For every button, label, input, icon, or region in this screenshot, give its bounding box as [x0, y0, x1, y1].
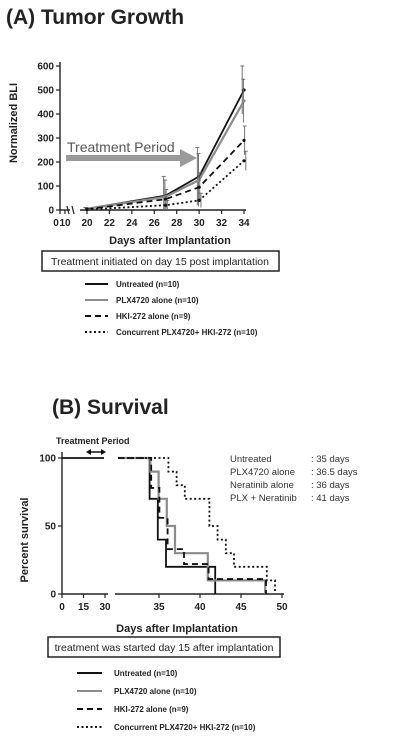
panel-b-xtick-label: 15: [78, 602, 90, 613]
series-line: [86, 100, 245, 210]
panel-a-axis-break: [66, 205, 70, 215]
panel-b-legend: Untreated (n=10) PLX4720 alone (n=10) HKI-…: [77, 669, 256, 732]
legend-label: HKI-272 alone (n=9): [116, 312, 191, 321]
data-point: [242, 159, 246, 163]
panel-a-ytick-label: 200: [37, 158, 54, 169]
panel-b-ytick-label: 100: [39, 454, 56, 465]
data-point: [242, 88, 246, 92]
panel-a-title: (A) Tumor Growth: [6, 6, 184, 29]
panel-a-xlabel: Days after Implantation: [109, 235, 231, 247]
legend-label: PLX4720 alone (n=10): [114, 687, 197, 696]
median-value: : 41 days: [311, 493, 350, 504]
panel-b-ytick-label: 50: [45, 522, 57, 533]
median-value: : 36.5 days: [311, 467, 358, 478]
panel-a-note: Treatment initiated on day 15 post impla…: [51, 256, 269, 268]
data-point: [85, 207, 89, 212]
panel-b-xtick-label: 45: [235, 602, 247, 613]
survival-curve: [118, 456, 267, 594]
median-label: PLX4720 alone: [230, 467, 295, 478]
series-line: [86, 160, 245, 211]
panel-a-xtick-label: 26: [149, 218, 161, 229]
legend-label: Concurrent PLX4720+ HKI-272 (n=10): [114, 723, 256, 732]
panel-a-xtick-label: 34: [238, 218, 250, 229]
survival-curve: [118, 457, 276, 594]
median-label: Untreated: [230, 454, 272, 465]
panel-a-legend: Untreated (n=10) PLX4720 alone (n=10) HKI-…: [85, 280, 258, 337]
median-value: : 35 days: [311, 454, 350, 465]
panel-b-title: (B) Survival: [52, 396, 169, 419]
data-point: [197, 178, 201, 182]
panel-a-axis-break: [71, 205, 75, 215]
panel-a-xtick-label: 0: [53, 218, 59, 229]
median-survival-table: Untreated : 35 days PLX4720 alone : 36.5 da…: [230, 454, 358, 504]
median-label: PLX + Neratinib: [230, 493, 297, 504]
panel-a-ytick-label: 400: [37, 110, 54, 121]
data-point: [197, 185, 201, 189]
panel-b-xtick-label: 50: [276, 602, 288, 613]
treatment-period-arrow: [66, 149, 197, 167]
panel-b-ylabel: Percent survival: [19, 498, 31, 583]
legend-label: Untreated (n=10): [116, 280, 180, 289]
panel-a-xtick-label: 30: [194, 218, 206, 229]
panel-b-note: treatment was started day 15 after impla…: [55, 642, 274, 654]
panel-b-ytick-label: 0: [50, 590, 56, 601]
legend-label: HKI-272 alone (n=9): [114, 705, 189, 714]
data-point: [197, 198, 201, 202]
panel-a-ytick-label: 300: [37, 134, 54, 145]
panel-a-xtick-label: 24: [126, 218, 138, 229]
panel-b-note-box: [47, 636, 281, 658]
panel-a-ytick-label: 600: [37, 62, 54, 73]
panel-a-ytick-label: 0: [48, 206, 54, 217]
panel-a-ytick-label: 100: [37, 182, 54, 193]
data-point: [163, 203, 168, 207]
survival-treatment-arrow: [86, 449, 106, 455]
panel-a-xtick-label: 20: [81, 218, 93, 229]
panel-b-xlabel: Days after Implantation: [116, 623, 238, 635]
legend-label: PLX4720 alone (n=10): [116, 296, 199, 305]
panel-b-xtick-label: 35: [153, 602, 165, 613]
panel-b-xtick-label: 40: [194, 602, 206, 613]
panel-a-xtick-label: 28: [171, 218, 183, 229]
data-point: [242, 138, 246, 142]
median-label: Neratinib alone: [230, 480, 294, 491]
panel-a-ytick-label: 500: [37, 86, 54, 97]
panel-a-xtick-label: 32: [216, 218, 228, 229]
panel-a-ylabel: Normalized BLI: [8, 83, 20, 163]
legend-label: Untreated (n=10): [114, 669, 178, 678]
treatment-period-label: Treatment Period: [67, 139, 175, 155]
panel-a-note-box: [41, 250, 280, 272]
panel-a-xtick-label: 10: [59, 218, 71, 229]
panel-a-xtick-label: 22: [104, 218, 116, 229]
survival-treatment-period-label: Treatment Period: [56, 436, 130, 446]
survival-curve: [118, 457, 267, 594]
data-point: [242, 99, 246, 103]
tumor-growth-chart: Normalized BLI Days after Implantation 0…: [8, 62, 250, 248]
panel-b-xtick-label: 0: [59, 602, 65, 613]
legend-label: Concurrent PLX4720+ HKI-272 (n=10): [116, 328, 258, 337]
panel-b-xtick-label: 30: [99, 602, 111, 613]
median-value: : 36 days: [311, 480, 350, 491]
survival-chart: Percent survival Days after Implantation…: [19, 436, 358, 635]
